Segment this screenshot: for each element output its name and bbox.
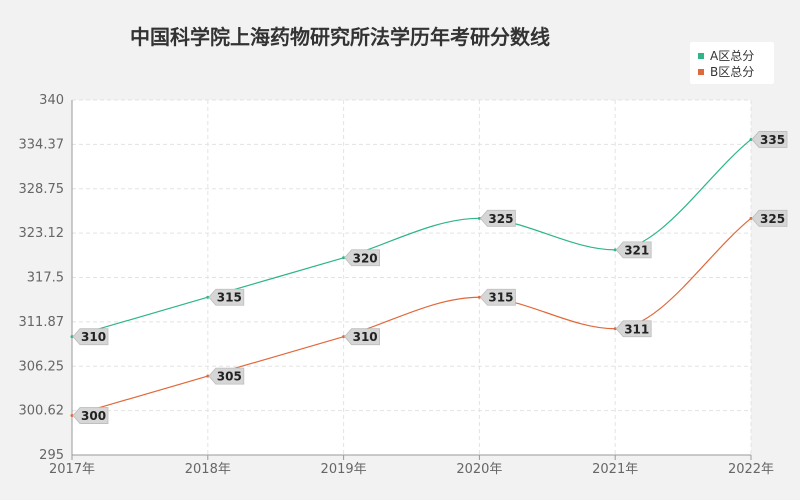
- data-label-box: [615, 320, 652, 338]
- chart-title: 中国科学院上海药物研究所法学历年考研分数线: [130, 25, 550, 49]
- data-label: 335: [760, 133, 785, 147]
- data-label: 300: [81, 409, 106, 423]
- data-point: [342, 256, 346, 260]
- data-point: [749, 137, 753, 141]
- data-label: 310: [353, 330, 378, 344]
- data-point: [613, 248, 617, 252]
- y-tick-label: 311.87: [19, 315, 65, 330]
- data-label: 320: [353, 251, 378, 265]
- data-point: [70, 335, 74, 339]
- data-point: [749, 216, 753, 220]
- data-label: 315: [488, 291, 513, 305]
- data-label: 315: [217, 291, 242, 305]
- data-point: [70, 414, 74, 418]
- data-label: 321: [624, 243, 649, 257]
- y-tick-label: 300.62: [19, 404, 65, 419]
- data-point: [206, 295, 210, 299]
- x-tick-label: 2017年: [49, 462, 95, 477]
- data-label: 310: [81, 330, 106, 344]
- data-label-box: [344, 249, 380, 267]
- data-labels: 310 315 320 325 321 335 300 305 310 315 311 325: [72, 131, 788, 424]
- x-tick-label: 2021年: [592, 462, 638, 477]
- legend-box: [690, 42, 774, 84]
- data-point: [206, 374, 210, 378]
- data-label-box: [72, 328, 109, 346]
- y-tick-label: 306.25: [19, 359, 65, 374]
- legend: A区总分 B区总分: [690, 42, 774, 84]
- x-tick-label: 2018年: [185, 462, 231, 477]
- data-label-box: [479, 288, 516, 306]
- legend-label: A区总分: [710, 49, 754, 63]
- data-label-box: [615, 241, 652, 259]
- data-point: [613, 327, 617, 331]
- y-tick-label: 340: [39, 93, 64, 108]
- data-label-box: [479, 209, 516, 227]
- data-label: 311: [624, 322, 649, 336]
- x-tick-label: 2019年: [321, 462, 367, 477]
- y-tick-label: 295: [39, 448, 64, 463]
- x-tick-label: 2022年: [728, 462, 774, 477]
- legend-label: B区总分: [710, 65, 754, 79]
- data-point: [477, 295, 481, 299]
- data-label: 325: [760, 212, 785, 226]
- y-tick-label: 317.5: [27, 271, 64, 286]
- y-tick-label: 334.37: [19, 137, 65, 152]
- x-tick-label: 2020年: [456, 462, 502, 477]
- data-point: [477, 216, 481, 220]
- legend-swatch: [698, 53, 704, 59]
- data-label: 325: [488, 212, 513, 226]
- data-point: [342, 335, 346, 339]
- data-label-box: [208, 288, 245, 306]
- data-label-box: [751, 131, 788, 148]
- data-label-box: [751, 209, 788, 227]
- y-tick-label: 323.12: [19, 226, 65, 241]
- data-label-box: [208, 367, 245, 385]
- legend-swatch: [698, 69, 704, 75]
- data-label-box: [72, 407, 109, 424]
- axes: 295 300.62 306.25 311.87 317.5 323.12 328.75 33…: [19, 93, 775, 477]
- y-tick-label: 328.75: [19, 182, 65, 197]
- grid: [72, 99, 752, 455]
- data-label: 305: [217, 370, 242, 384]
- data-label-box: [344, 328, 380, 346]
